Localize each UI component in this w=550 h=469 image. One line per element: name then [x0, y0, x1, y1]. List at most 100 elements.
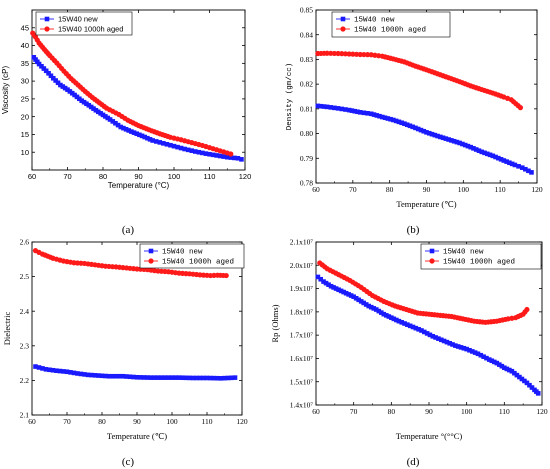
x-tick-label: 90 [133, 417, 141, 426]
series-aged [30, 30, 234, 157]
data-point [224, 154, 230, 160]
data-point [60, 84, 66, 89]
data-point [438, 134, 443, 140]
x-tick-label: 90 [425, 407, 433, 416]
data-point [435, 133, 440, 139]
x-tick-label: 70 [63, 417, 71, 426]
data-point [438, 337, 444, 343]
data-point [324, 104, 330, 110]
x-tick-label: 80 [388, 407, 396, 416]
data-point [381, 311, 387, 317]
data-point [371, 112, 377, 117]
data-point [421, 128, 427, 134]
data-point [519, 376, 525, 382]
data-point [336, 287, 341, 293]
data-point [36, 61, 42, 67]
data-point [430, 334, 436, 339]
data-point [499, 363, 505, 369]
data-point [522, 378, 527, 384]
data-point [472, 350, 478, 355]
data-point [228, 155, 234, 160]
data-point [455, 344, 461, 349]
data-point [176, 375, 182, 380]
series-aged [317, 260, 530, 325]
data-point [225, 375, 231, 381]
data-point [110, 119, 116, 124]
x-tick-label: 100 [166, 417, 178, 426]
data-point [214, 153, 219, 158]
data-point [229, 375, 234, 381]
data-point [98, 111, 103, 116]
x-tick-label: 60 [312, 407, 320, 416]
data-point [187, 375, 192, 381]
data-point [68, 370, 73, 375]
x-tick-label: 120 [236, 417, 248, 426]
data-point [222, 375, 227, 381]
data-point [346, 292, 351, 297]
data-point [315, 103, 321, 109]
data-point [346, 107, 352, 113]
data-point [404, 122, 410, 128]
y-tick-label: 0.79 [300, 154, 313, 163]
data-point [215, 375, 220, 381]
plot-1: 60 70 80 90 100 110 120 10 15 20 25 30 35 40 45 Tempera… [1, 9, 252, 190]
series-aged [315, 50, 524, 111]
data-point [92, 373, 98, 378]
data-point [378, 310, 384, 315]
data-point [203, 151, 209, 156]
data-point [453, 343, 458, 348]
data-point [446, 137, 451, 142]
data-point [385, 116, 391, 121]
legend-box [420, 243, 542, 270]
data-point [462, 142, 468, 148]
x-tick-label: 120 [239, 172, 252, 181]
data-point [467, 347, 472, 353]
data-point [471, 146, 476, 151]
data-point [384, 313, 389, 318]
data-point [343, 107, 348, 112]
y-tick-label: 2.5 [20, 272, 30, 281]
x-tick-label: 110 [204, 172, 216, 181]
legend-marker [429, 248, 435, 254]
plot-3: 60 70 80 90 100 110 120 2.1 2.2 2.3 2.4 2.5 2.6 Tempe… [2, 238, 248, 441]
data-point [39, 63, 44, 69]
y-tick-label: 0.80 [300, 129, 313, 138]
data-point [368, 111, 374, 117]
data-point [88, 104, 94, 110]
data-point [433, 335, 438, 340]
data-point [479, 149, 485, 155]
data-point [318, 276, 324, 282]
data-point [67, 89, 73, 94]
panel-a: (a) [122, 224, 135, 236]
legend: 15W40 new 15W40 1000h aged [331, 11, 451, 38]
legend-marker [44, 26, 50, 32]
data-point [509, 161, 515, 167]
data-point [210, 152, 216, 158]
panel-b: (b) [407, 224, 420, 236]
data-point [105, 115, 111, 121]
y-tick-label: 35 [21, 59, 29, 68]
data-point [110, 373, 115, 379]
data-point [457, 140, 462, 146]
data-point [361, 300, 367, 306]
data-point [526, 168, 531, 174]
data-point [339, 106, 345, 112]
y-tick-label: 1.5x10⁷ [290, 377, 314, 386]
data-point [193, 149, 198, 154]
x-tick-label: 90 [423, 185, 431, 194]
data-point [141, 375, 147, 380]
data-point [529, 170, 534, 175]
data-point [164, 141, 170, 147]
data-point [373, 307, 379, 312]
data-point [343, 290, 349, 296]
x-tick-label: 70 [349, 185, 357, 194]
data-point [349, 108, 355, 113]
data-point [150, 138, 155, 143]
data-point [235, 155, 241, 161]
data-point [153, 139, 159, 144]
data-point [196, 149, 202, 155]
y-tick-label: 0.81 [300, 104, 313, 113]
data-point [55, 80, 61, 86]
legend-label: 15W40 1000h aged [58, 25, 123, 34]
data-point [509, 368, 515, 374]
